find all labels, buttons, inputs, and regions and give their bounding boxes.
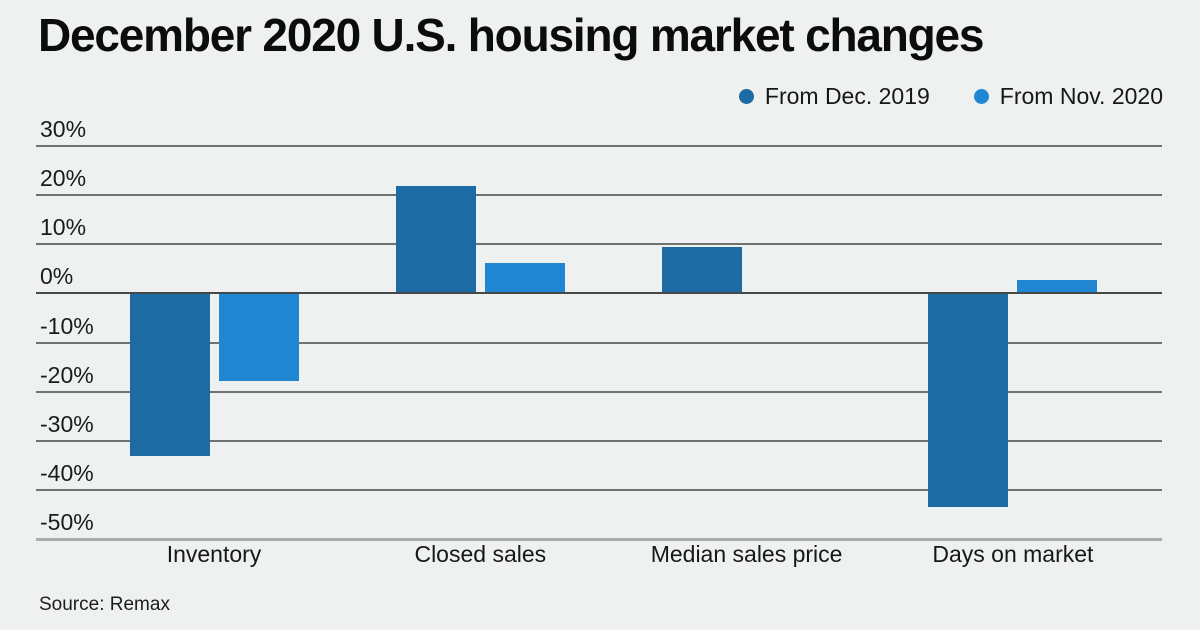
bar-days-on-market-series-0 bbox=[928, 294, 1009, 508]
x-axis-labels: Inventory Closed sales Median sales price D… bbox=[0, 541, 1200, 569]
y-tick-label: 10% bbox=[40, 214, 87, 241]
circle-icon bbox=[973, 89, 989, 104]
bar-median-sales-price-series-0 bbox=[662, 247, 743, 293]
gridline bbox=[36, 538, 1162, 541]
y-tick-label: -30% bbox=[40, 410, 94, 437]
y-tick-label: -20% bbox=[40, 361, 94, 388]
source-note: Source: Remax bbox=[39, 594, 170, 615]
legend-label: From Dec. 2019 bbox=[764, 83, 930, 109]
y-tick-label: 0% bbox=[40, 263, 74, 290]
gridline bbox=[36, 488, 1162, 491]
x-axis-label: Days on market bbox=[932, 541, 1094, 567]
legend-item-dec-2019: From Dec. 2019 bbox=[738, 83, 930, 110]
legend-item-nov-2020: From Nov. 2020 bbox=[973, 83, 1163, 110]
bar-closed-sales-series-1 bbox=[484, 262, 565, 293]
gridline bbox=[36, 390, 1162, 393]
y-tick-label: -10% bbox=[40, 312, 94, 339]
bar-days-on-market-series-1 bbox=[1017, 280, 1098, 293]
legend-label: From Nov. 2020 bbox=[999, 83, 1163, 109]
x-axis-label: Median sales price bbox=[650, 541, 843, 567]
gridline bbox=[36, 145, 1162, 147]
y-tick-label: -40% bbox=[40, 459, 94, 486]
circle-icon bbox=[738, 89, 754, 104]
y-tick-label: 30% bbox=[40, 116, 87, 142]
gridline bbox=[36, 292, 1162, 295]
bar-inventory-series-1 bbox=[218, 294, 299, 382]
gridline bbox=[36, 243, 1162, 246]
x-axis-label: Closed sales bbox=[414, 541, 547, 567]
gridline bbox=[36, 341, 1162, 344]
plot-area: 30% 20% 10% 0% -10% -20% -30% -40% -50% bbox=[36, 116, 1162, 541]
bar-closed-sales-series-0 bbox=[395, 185, 476, 293]
gridline bbox=[36, 194, 1162, 197]
legend: From Dec. 2019 From Nov. 2020 bbox=[738, 83, 1163, 110]
gridline bbox=[36, 439, 1162, 442]
chart-title: December 2020 U.S. housing market change… bbox=[38, 9, 985, 61]
x-axis-label: Inventory bbox=[166, 541, 262, 567]
bar-inventory-series-0 bbox=[129, 294, 210, 457]
y-tick-label: 20% bbox=[40, 165, 87, 192]
y-tick-label: -50% bbox=[40, 509, 94, 535]
